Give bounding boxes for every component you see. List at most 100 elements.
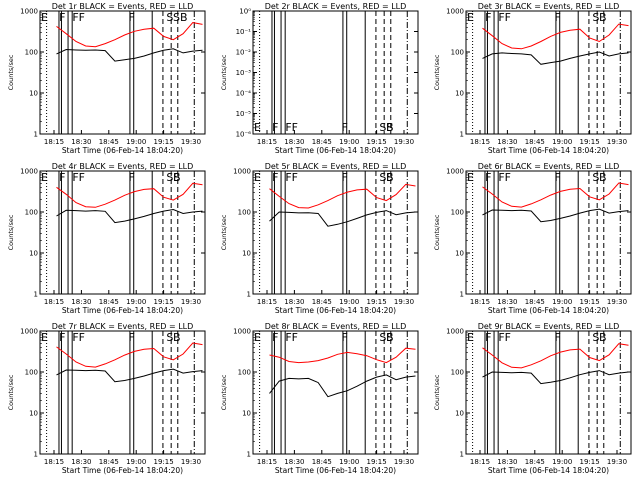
x-tick-label: 18:30 — [497, 298, 517, 306]
y-axis-label: Counts/sec — [433, 54, 441, 90]
x-tick-label: 19:00 — [552, 458, 572, 466]
series-line-events — [56, 208, 203, 224]
y-tick-label: 100 — [238, 209, 251, 217]
x-tick-label: 18:15 — [257, 298, 277, 306]
x-tick-label: 19:00 — [339, 138, 359, 146]
series-line-lld — [56, 22, 203, 48]
flag-label: SS — [166, 171, 180, 184]
x-axis-label: Start Time (06-Feb-14 18:04:20) — [275, 306, 396, 315]
x-tick-label: 19:15 — [580, 298, 600, 306]
flag-label: FF — [72, 331, 85, 344]
x-axis-label: Start Time (06-Feb-14 18:04:20) — [488, 306, 609, 315]
panel-title: Det 5r BLACK = Events, RED = LLD — [265, 162, 407, 171]
flag-label: F — [485, 171, 491, 184]
flag-label: S — [592, 171, 599, 184]
plot-frame — [465, 10, 632, 135]
y-tick-label: 100 — [451, 49, 464, 57]
y-tick-label: 1 — [460, 451, 464, 459]
flag-label: S — [166, 331, 173, 344]
x-tick-label: 19:30 — [607, 138, 627, 146]
plot-frame — [252, 330, 419, 455]
flag-label: SS — [379, 171, 393, 184]
x-tick-label: 19:30 — [181, 138, 201, 146]
flag-label: B — [386, 121, 394, 134]
chart-panel-6: Det 6r BLACK = Events, RED = LLD 1 10 100 10… — [433, 162, 632, 315]
y-tick-label: 10⁻¹ — [236, 28, 252, 36]
x-tick-label: 19:30 — [181, 298, 201, 306]
flag-label: F — [128, 331, 134, 344]
y-axis-label: Counts/sec — [220, 374, 228, 410]
chart-panel-9: Det 9r BLACK = Events, RED = LLD 1 10 100 10… — [433, 322, 632, 475]
chart-panel-8: Det 8r BLACK = Events, RED = LLD 1 10 100 10… — [220, 322, 419, 475]
x-tick-label: 18:45 — [312, 298, 332, 306]
x-axis-label: Start Time (06-Feb-14 18:04:20) — [275, 146, 396, 155]
series-line-lld — [56, 182, 203, 208]
x-tick-label: 18:45 — [312, 138, 332, 146]
x-tick-label: 18:30 — [71, 138, 91, 146]
flag-label: B — [599, 331, 607, 344]
x-tick-label: 19:00 — [552, 138, 572, 146]
x-tick-label: 19:30 — [607, 458, 627, 466]
panel-title: Det 2r BLACK = Events, RED = LLD — [265, 2, 407, 11]
y-tick-label: 10 — [29, 90, 38, 98]
x-tick-label: 18:45 — [99, 458, 119, 466]
y-tick-label: 1000 — [446, 168, 464, 176]
y-tick-label: 100 — [451, 369, 464, 377]
plot-frame — [252, 10, 419, 135]
y-tick-label: 10⁻² — [236, 49, 252, 57]
y-axis-label: Counts/sec — [220, 214, 228, 250]
x-tick-label: 19:00 — [339, 458, 359, 466]
plot-frame — [465, 330, 632, 455]
y-tick-label: 10 — [455, 90, 464, 98]
y-tick-label: 10 — [29, 410, 38, 418]
flag-label: B — [599, 11, 607, 24]
flag-label: F — [59, 171, 65, 184]
panel-title: Det 9r BLACK = Events, RED = LLD — [478, 322, 620, 331]
flag-label: FF — [285, 331, 298, 344]
plot-frame — [39, 10, 206, 135]
y-tick-label: 1 — [247, 451, 251, 459]
x-axis-label: Start Time (06-Feb-14 18:04:20) — [275, 466, 396, 475]
plot-frame — [465, 170, 632, 295]
x-tick-label: 18:15 — [470, 138, 490, 146]
y-tick-label: 10⁻⁵ — [236, 110, 252, 118]
x-axis-label: Start Time (06-Feb-14 18:04:20) — [62, 306, 183, 315]
x-tick-label: 18:15 — [257, 138, 277, 146]
y-axis-label: Counts/sec — [220, 54, 228, 90]
x-tick-label: 18:30 — [71, 298, 91, 306]
x-tick-label: 19:15 — [580, 138, 600, 146]
chart-panel-7: Det 7r BLACK = Events, RED = LLD 1 10 100 10… — [7, 322, 206, 475]
flag-label: FF — [498, 11, 511, 24]
flag-label: F — [341, 121, 347, 134]
y-tick-label: 1000 — [20, 328, 38, 336]
x-tick-label: 19:30 — [181, 458, 201, 466]
flag-label: E — [467, 331, 474, 344]
y-tick-label: 1 — [34, 131, 38, 139]
y-tick-label: 1 — [34, 291, 38, 299]
flag-label: F — [59, 11, 65, 24]
x-tick-label: 19:00 — [552, 298, 572, 306]
y-tick-label: 1000 — [20, 168, 38, 176]
flag-label: B — [386, 331, 394, 344]
x-tick-label: 18:45 — [99, 298, 119, 306]
y-tick-label: 100 — [451, 209, 464, 217]
x-tick-label: 19:15 — [367, 298, 387, 306]
series-line-events — [269, 210, 416, 227]
x-tick-label: 19:30 — [394, 298, 414, 306]
flag-label: F — [485, 11, 491, 24]
x-tick-label: 19:00 — [126, 138, 146, 146]
x-tick-label: 18:45 — [525, 458, 545, 466]
y-tick-label: 1000 — [233, 328, 251, 336]
x-tick-label: 18:30 — [284, 138, 304, 146]
flag-label: F — [272, 331, 278, 344]
flag-label: SS — [379, 331, 393, 344]
series-line-lld — [269, 347, 416, 364]
panel-title: Det 4r BLACK = Events, RED = LLD — [52, 162, 194, 171]
flag-label: F — [128, 171, 134, 184]
series-line-events — [56, 48, 203, 62]
y-tick-label: 100 — [25, 369, 38, 377]
x-tick-label: 18:15 — [470, 298, 490, 306]
y-tick-label: 1000 — [233, 168, 251, 176]
x-tick-label: 19:15 — [367, 138, 387, 146]
flag-label: F — [128, 11, 134, 24]
